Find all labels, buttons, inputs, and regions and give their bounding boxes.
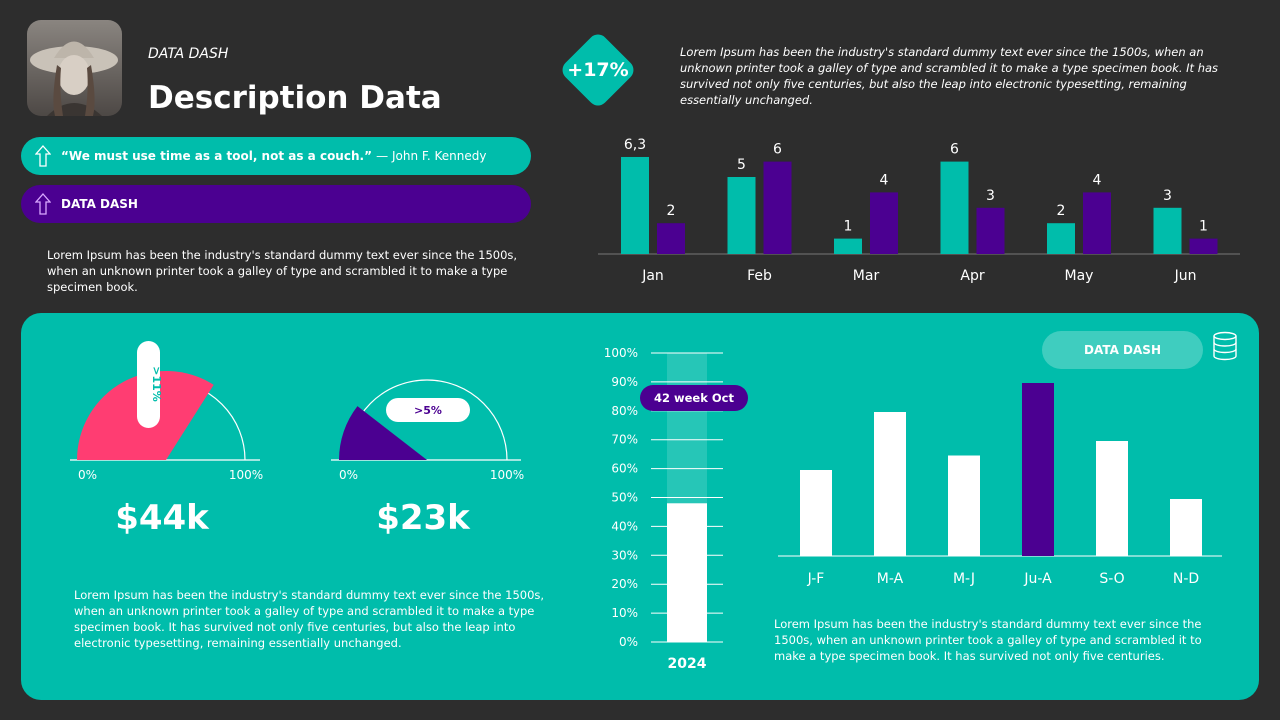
y-tick-label: 0% <box>619 635 638 649</box>
gauge-label: >11% <box>150 366 163 402</box>
data-label: 3 <box>1163 188 1172 204</box>
data-label: 6 <box>950 142 959 158</box>
y-tick-label: 30% <box>611 548 638 562</box>
bar <box>834 238 862 254</box>
data-label: 6,3 <box>624 137 646 153</box>
data-label: 1 <box>1199 219 1208 235</box>
page-title: Description Data <box>148 80 442 116</box>
gauge-min-label: 0% <box>339 468 358 482</box>
y-tick-label: 100% <box>604 346 638 360</box>
monthly-bar-chart: 6,3 2 Jan 5 6 Feb 1 4 Mar 6 3 Apr 2 4 May 3 1 Jun <box>598 137 1240 284</box>
gauge-min-label: 0% <box>78 468 97 482</box>
arrow-up-icon <box>35 145 51 167</box>
annotation-label: 42 week Oct <box>654 391 734 405</box>
y-tick-label: 60% <box>611 462 638 476</box>
x-tick-label: S-O <box>1099 571 1124 587</box>
bar <box>1189 238 1218 254</box>
y-tick-label: 40% <box>611 519 638 533</box>
bar <box>667 503 707 642</box>
x-tick-label: Jan <box>641 268 664 284</box>
profile-photo <box>27 20 122 116</box>
data-label: 4 <box>880 172 889 188</box>
quote-banner: “We must use time as a tool, not as a co… <box>21 137 531 175</box>
gauge-label-pill <box>386 398 470 422</box>
x-tick-label: May <box>1065 268 1094 284</box>
data-label: 2 <box>1057 203 1066 219</box>
gauge-max-label: 100% <box>490 468 524 482</box>
y-tick-label: 20% <box>611 577 638 591</box>
bar <box>1153 207 1182 254</box>
x-tick-label: Mar <box>853 268 880 284</box>
panel-description-left: Lorem Ipsum has been the industry's stan… <box>74 588 545 650</box>
gauge-label-pill <box>137 341 160 428</box>
bar <box>874 412 906 556</box>
bar <box>727 177 756 254</box>
subtitle: DATA DASH <box>148 46 229 62</box>
bar <box>621 156 649 254</box>
quote-text: “We must use time as a tool, not as a co… <box>61 149 372 163</box>
x-tick-label: N-D <box>1173 571 1199 587</box>
bar <box>870 192 898 254</box>
data-label: 4 <box>1093 172 1102 188</box>
x-tick-label: M-J <box>953 571 975 587</box>
y-tick-label: 90% <box>611 375 638 389</box>
data-label: 2 <box>667 203 676 219</box>
bar <box>1096 441 1128 556</box>
x-tick-label: M-A <box>877 571 904 587</box>
panel-description-right: Lorem Ipsum has been the industry's stan… <box>774 617 1202 663</box>
gauge-1-amount: $44k <box>115 498 209 538</box>
kpi-badge: +17% <box>558 30 638 110</box>
x-tick-label: Apr <box>960 268 984 284</box>
data-label: 1 <box>844 219 853 235</box>
gauge-fill <box>339 406 427 460</box>
y-tick-label: 10% <box>611 606 638 620</box>
kpi-value: +17% <box>567 59 629 81</box>
x-tick-label: 2024 <box>668 656 707 672</box>
data-dash-button[interactable]: DATA DASH <box>1042 331 1203 369</box>
arrow-up-icon <box>35 193 51 215</box>
database-icon <box>1213 331 1237 361</box>
bar <box>940 161 969 254</box>
data-dash-banner: DATA DASH <box>21 185 531 223</box>
gauge-2-amount: $23k <box>376 498 470 538</box>
bar <box>800 470 832 556</box>
x-tick-label: Feb <box>747 268 772 284</box>
bar <box>1083 192 1111 254</box>
bar <box>1022 383 1054 556</box>
x-tick-label: Jun <box>1174 268 1197 284</box>
bar <box>976 207 1005 254</box>
y-tick-label: 50% <box>611 491 638 505</box>
header-description: Lorem Ipsum has been the industry's stan… <box>47 248 518 294</box>
banner-label: DATA DASH <box>61 197 138 211</box>
data-label: 5 <box>737 157 746 173</box>
bar <box>1170 499 1202 556</box>
bar <box>948 455 980 556</box>
y-tick-label: 70% <box>611 433 638 447</box>
data-label: 6 <box>773 142 782 158</box>
kpi-description: Lorem Ipsum has been the industry's stan… <box>680 45 1219 107</box>
bar <box>1047 223 1075 254</box>
bar <box>657 223 685 254</box>
y-tick-label: 80% <box>611 404 638 418</box>
annotation-pill <box>640 385 748 411</box>
bar <box>763 161 792 254</box>
gauge-max-label: 100% <box>229 468 263 482</box>
quote-author: — John F. Kennedy <box>376 149 487 163</box>
x-tick-label: J-F <box>807 571 825 587</box>
x-tick-label: Ju-A <box>1023 571 1052 587</box>
data-label: 3 <box>986 188 995 204</box>
gauge-label: >5% <box>414 404 442 417</box>
